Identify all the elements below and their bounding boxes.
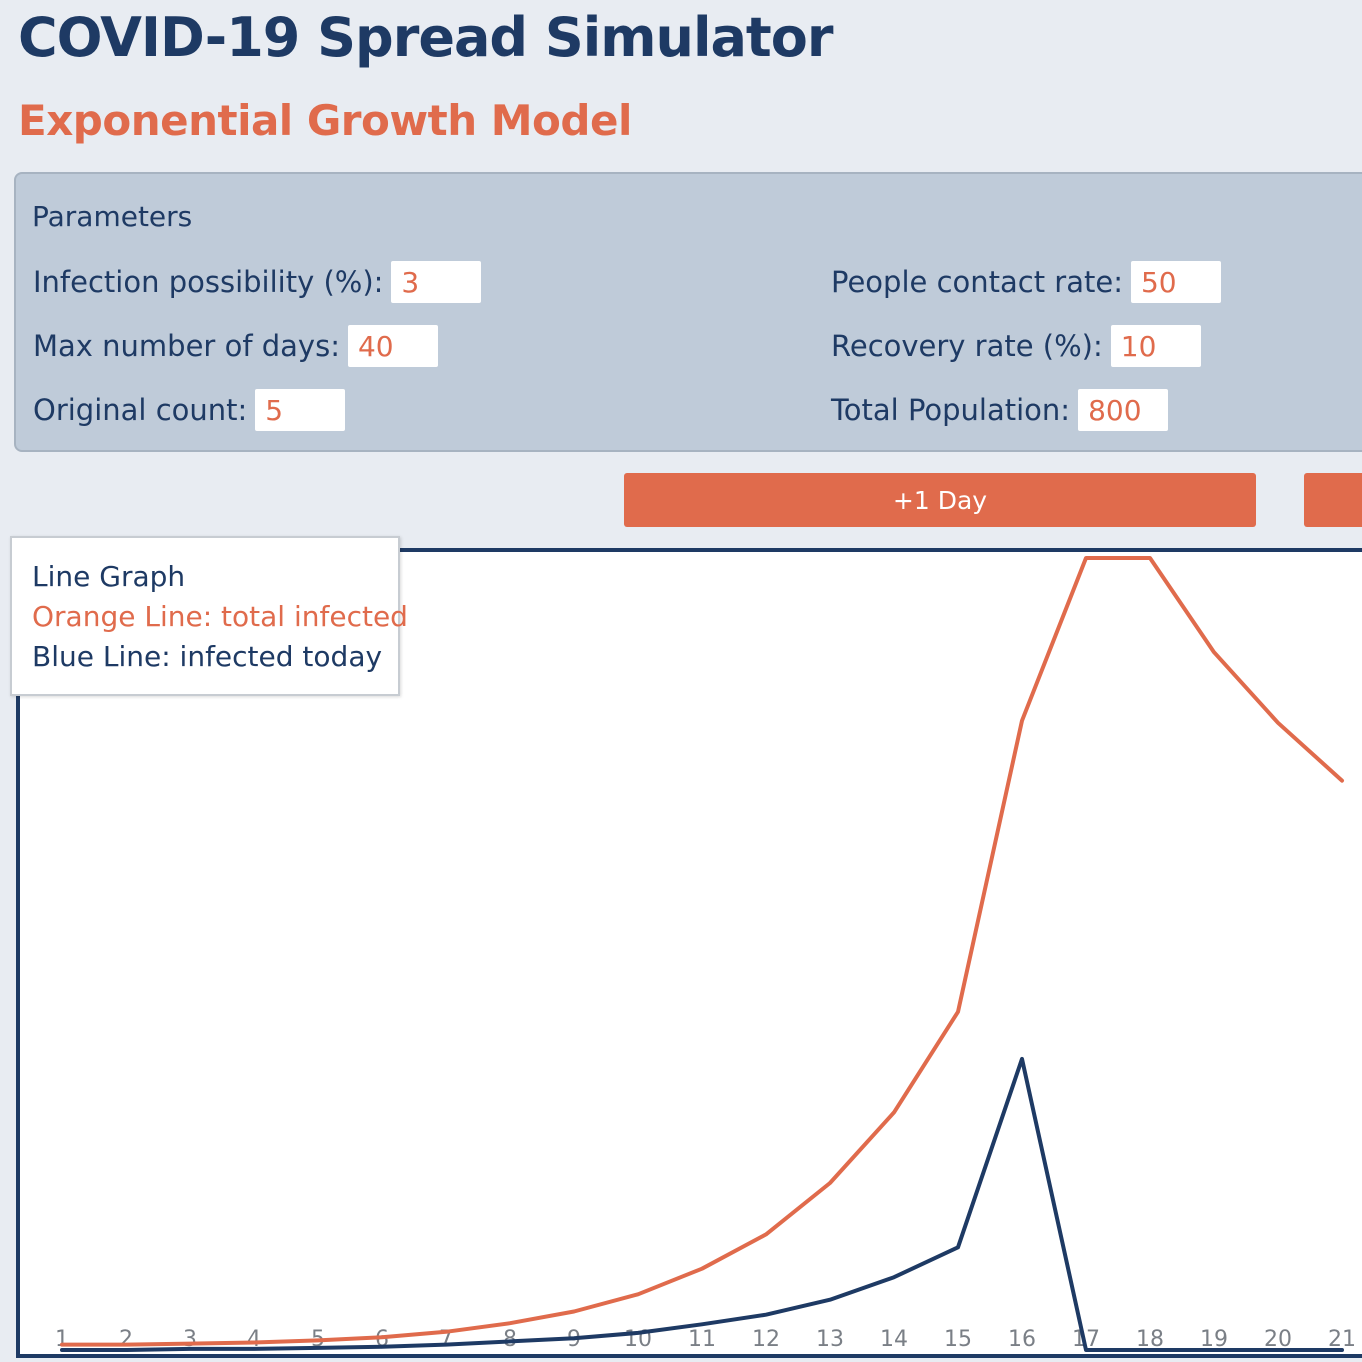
param-total-population: Total Population: bbox=[831, 389, 1169, 431]
param-recovery-rate: Recovery rate (%): bbox=[831, 325, 1201, 367]
plus-one-day-button[interactable]: +1 Day bbox=[624, 473, 1256, 527]
app-subtitle: Exponential Growth Model bbox=[18, 96, 632, 145]
total-infected-point bbox=[1340, 779, 1344, 783]
x-tick-label: 21 bbox=[1328, 1327, 1356, 1352]
legend-orange-line: Orange Line: total infected bbox=[32, 600, 408, 633]
total-infected-point bbox=[188, 1342, 192, 1346]
app-title: COVID-19 Spread Simulator bbox=[18, 6, 833, 69]
total-infected-point bbox=[124, 1343, 128, 1347]
infected-today-point bbox=[636, 1331, 640, 1335]
infected-today-point bbox=[1020, 1057, 1024, 1061]
infected-today-point bbox=[956, 1245, 960, 1249]
x-tick-label: 16 bbox=[1008, 1327, 1036, 1352]
total-infected-point bbox=[60, 1343, 64, 1347]
infected-today-point bbox=[1212, 1348, 1216, 1352]
x-tick-label: 14 bbox=[880, 1327, 908, 1352]
x-tick-label: 12 bbox=[752, 1327, 780, 1352]
infected-today-point bbox=[316, 1346, 320, 1350]
param-contact-rate: People contact rate: bbox=[831, 261, 1221, 303]
infected-today-point bbox=[380, 1345, 384, 1349]
total-infected-point bbox=[1148, 556, 1152, 560]
x-tick-label: 18 bbox=[1136, 1327, 1164, 1352]
infected-today-point bbox=[124, 1348, 128, 1352]
total-infected-point bbox=[508, 1321, 512, 1325]
x-tick-label: 13 bbox=[816, 1327, 844, 1352]
x-tick-label: 20 bbox=[1264, 1327, 1292, 1352]
infected-today-point bbox=[1340, 1348, 1344, 1352]
legend-title: Line Graph bbox=[32, 560, 186, 593]
total-infected-point bbox=[1212, 650, 1216, 654]
infected-today-point bbox=[1148, 1348, 1152, 1352]
chart-canvas: 123456789101112131415161718192021 bbox=[55, 556, 1356, 1352]
original-count-label: Original count: bbox=[33, 393, 248, 427]
x-tick-label: 19 bbox=[1200, 1327, 1228, 1352]
recovery-rate-input[interactable] bbox=[1110, 325, 1201, 367]
total-infected-point bbox=[636, 1292, 640, 1296]
total-infected-point bbox=[572, 1310, 576, 1313]
infection-possibility-label: Infection possibility (%): bbox=[33, 265, 384, 299]
contact-rate-label: People contact rate: bbox=[831, 265, 1123, 299]
legend: Line Graph Orange Line: total infected B… bbox=[10, 536, 408, 696]
infected-today-point bbox=[252, 1347, 256, 1351]
total-infected-point bbox=[892, 1110, 896, 1114]
infected-today-point bbox=[188, 1347, 192, 1351]
infected-today-point bbox=[1084, 1348, 1088, 1352]
infection-possibility-input[interactable] bbox=[391, 261, 482, 303]
total-infected-point bbox=[1084, 556, 1088, 560]
infected-today-point bbox=[60, 1348, 64, 1352]
total-infected-point bbox=[316, 1338, 320, 1342]
total-infected-point bbox=[956, 1010, 960, 1014]
max-days-label: Max number of days: bbox=[33, 329, 340, 363]
param-infection-possibility: Infection possibility (%): bbox=[33, 261, 482, 303]
secondary-action-button[interactable] bbox=[1304, 473, 1362, 527]
total-population-label: Total Population: bbox=[831, 393, 1071, 427]
param-original-count: Original count: bbox=[33, 389, 346, 431]
infected-today-point bbox=[508, 1339, 512, 1343]
x-tick-label: 4 bbox=[247, 1327, 261, 1352]
total-infected-point bbox=[1276, 721, 1280, 725]
infected-today-point bbox=[764, 1313, 768, 1317]
infected-today-point bbox=[572, 1336, 576, 1340]
infected-today-point bbox=[1276, 1348, 1280, 1352]
x-tick-label: 11 bbox=[688, 1327, 716, 1352]
total-infected-point bbox=[1020, 719, 1024, 723]
recovery-rate-label: Recovery rate (%): bbox=[831, 329, 1103, 363]
x-tick-label: 3 bbox=[183, 1327, 197, 1352]
total-infected-point bbox=[700, 1267, 704, 1271]
infected-today-point bbox=[892, 1275, 896, 1279]
parameters-heading: Parameters bbox=[32, 200, 193, 233]
original-count-input[interactable] bbox=[255, 389, 346, 431]
infected-today-point bbox=[700, 1322, 704, 1326]
max-days-input[interactable] bbox=[347, 325, 438, 367]
param-max-days: Max number of days: bbox=[33, 325, 438, 367]
total-infected-point bbox=[764, 1232, 768, 1236]
parameters-panel: Parameters Infection possibility (%): Ma… bbox=[14, 172, 1362, 452]
total-infected-point bbox=[444, 1330, 448, 1334]
total-infected-point bbox=[828, 1181, 832, 1185]
x-tick-label: 15 bbox=[944, 1327, 972, 1352]
infected-today-point bbox=[828, 1298, 832, 1302]
total-infected-point bbox=[252, 1341, 256, 1344]
contact-rate-input[interactable] bbox=[1130, 261, 1221, 303]
total-population-input[interactable] bbox=[1078, 389, 1169, 431]
infected-today-point bbox=[444, 1343, 448, 1347]
total-infected-point bbox=[380, 1335, 384, 1339]
legend-blue-line: Blue Line: infected today bbox=[32, 640, 383, 673]
infected-today-line bbox=[60, 1056, 1344, 1352]
